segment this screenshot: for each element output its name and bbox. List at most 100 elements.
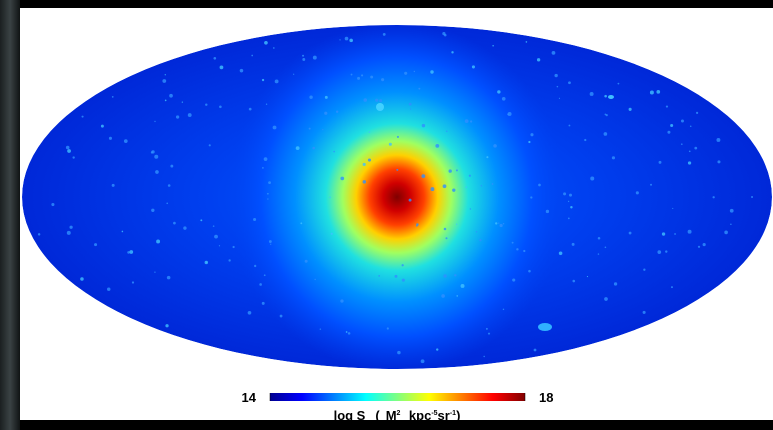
subhalo: [483, 356, 484, 357]
subhalo: [151, 209, 154, 212]
subhalo: [512, 278, 515, 281]
subhalo: [166, 202, 168, 204]
subhalo: [176, 115, 179, 118]
subhalo: [730, 209, 734, 213]
subhalo: [156, 240, 160, 244]
subhalo: [465, 119, 469, 123]
subhalo: [336, 111, 338, 113]
subhalo: [296, 146, 300, 150]
subhalo: [690, 126, 692, 128]
subhalo: [397, 136, 399, 138]
subhalo: [165, 324, 168, 327]
subhalo: [526, 41, 528, 43]
subhalo: [402, 279, 405, 282]
subhalo: [340, 299, 343, 302]
subhalo: [604, 297, 608, 301]
subhalo: [472, 65, 475, 68]
subhalo: [451, 51, 453, 53]
subhalo: [667, 131, 670, 134]
subhalo: [162, 79, 166, 83]
subhalo: [82, 116, 84, 118]
subhalo: [361, 74, 363, 76]
subhalo: [498, 222, 499, 223]
subhalo: [516, 248, 518, 250]
subhalo: [370, 76, 373, 79]
subhalo: [570, 206, 572, 208]
subhalo: [605, 246, 607, 248]
subhalo: [436, 348, 438, 350]
subhalo: [351, 74, 353, 76]
subhalo: [101, 125, 104, 128]
subhalo: [273, 126, 277, 130]
subhalo: [441, 294, 445, 298]
subhalo: [470, 208, 471, 209]
subhalo: [569, 194, 572, 197]
subhalo: [363, 98, 367, 102]
subhalo: [268, 181, 271, 184]
subhalo: [154, 121, 155, 122]
subhalo: [492, 183, 494, 185]
subhalo: [404, 72, 407, 75]
subhalo: [712, 196, 714, 198]
subhalo: [305, 260, 308, 263]
subhalo: [461, 284, 465, 288]
subhalo: [530, 196, 532, 198]
subhalo: [605, 114, 607, 116]
subhalo: [357, 77, 360, 80]
subhalo: [262, 302, 265, 305]
colorbar: [270, 393, 525, 401]
subhalo: [264, 274, 266, 276]
subhalo: [486, 156, 488, 158]
subhalo: [249, 108, 252, 111]
subhalo: [590, 176, 594, 180]
colorbar-label-part: (: [375, 408, 380, 423]
subhalo: [302, 58, 305, 61]
subhalo: [618, 83, 620, 85]
subhalo: [495, 222, 497, 224]
colorbar-label-part: M: [386, 408, 397, 423]
subhalo: [534, 349, 537, 352]
subhalo: [264, 41, 268, 45]
subhalo: [333, 151, 335, 153]
subhalo: [528, 141, 530, 143]
subhalo: [568, 81, 571, 84]
subhalo: [200, 219, 202, 221]
subhalo: [165, 100, 167, 102]
subhalo: [416, 225, 418, 227]
subhalo: [182, 101, 183, 102]
subhalo: [340, 177, 344, 181]
subhalo: [608, 95, 614, 99]
subhalo: [293, 74, 294, 75]
subhalo: [508, 112, 512, 116]
subhalo: [614, 282, 617, 285]
subhalo: [502, 97, 506, 101]
colorbar-tick-label: 18: [539, 390, 553, 405]
subhalo: [523, 250, 525, 252]
subhalo: [493, 144, 497, 148]
subhalo: [456, 224, 457, 225]
subhalo: [339, 39, 340, 40]
subhalo: [410, 108, 411, 109]
subhalo: [538, 184, 541, 187]
subhalo: [232, 246, 234, 248]
subhalo: [456, 169, 458, 171]
subhalo: [650, 184, 652, 186]
subhalo: [346, 331, 348, 333]
colorbar-label-part: sun: [396, 419, 408, 426]
subhalo: [378, 275, 380, 277]
subhalo: [454, 274, 456, 276]
subhalo: [643, 311, 646, 314]
subhalo: [240, 69, 244, 73]
subhalo: [662, 232, 665, 235]
subhalo: [302, 55, 304, 57]
subhalo: [481, 185, 482, 186]
subhalo: [228, 259, 230, 261]
subhalo: [376, 103, 384, 111]
subhalo: [325, 96, 328, 99]
subhalo: [348, 332, 351, 335]
subhalo: [51, 203, 54, 206]
colorbar-label-part: log S: [334, 408, 366, 423]
subhalo: [409, 103, 412, 106]
subhalo: [112, 96, 114, 98]
subhalo: [168, 184, 171, 187]
